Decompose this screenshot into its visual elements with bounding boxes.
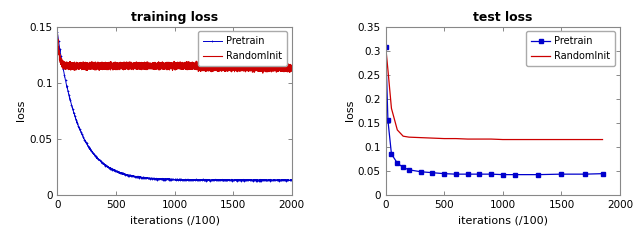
RandomInit <box>499 138 507 141</box>
Pretrain <box>281 178 289 181</box>
Pretrain <box>405 168 413 171</box>
Pretrain <box>238 179 246 182</box>
RandomInit <box>384 68 392 71</box>
RandomInit <box>281 69 289 72</box>
RandomInit <box>464 138 471 141</box>
Pretrain <box>429 171 436 174</box>
Pretrain <box>476 173 483 176</box>
Pretrain <box>281 179 289 182</box>
RandomInit <box>511 138 518 141</box>
Title: test loss: test loss <box>473 11 532 24</box>
Y-axis label: loss: loss <box>17 100 27 121</box>
Pretrain <box>223 180 231 183</box>
RandomInit <box>238 69 245 72</box>
RandomInit <box>167 68 175 70</box>
Pretrain <box>417 170 425 173</box>
X-axis label: iterations (/100): iterations (/100) <box>458 215 548 225</box>
Pretrain <box>558 173 565 176</box>
Pretrain <box>167 178 175 181</box>
RandomInit <box>281 64 289 67</box>
Pretrain <box>581 173 589 176</box>
Line: RandomInit: RandomInit <box>57 30 292 73</box>
RandomInit <box>429 137 436 140</box>
Pretrain <box>162 178 169 181</box>
Line: Pretrain: Pretrain <box>384 45 604 176</box>
RandomInit <box>162 67 169 70</box>
Pretrain <box>387 152 395 155</box>
Legend: Pretrain, RandomInit: Pretrain, RandomInit <box>198 31 287 66</box>
Pretrain <box>598 172 606 175</box>
RandomInit <box>394 129 401 131</box>
Pretrain <box>452 173 460 176</box>
Line: Pretrain: Pretrain <box>56 31 293 182</box>
RandomInit <box>66 67 73 70</box>
Y-axis label: loss: loss <box>345 100 355 121</box>
Pretrain <box>534 173 542 176</box>
RandomInit <box>534 138 542 141</box>
Pretrain <box>464 173 471 176</box>
X-axis label: iterations (/100): iterations (/100) <box>130 215 219 225</box>
Legend: Pretrain, RandomInit: Pretrain, RandomInit <box>526 31 615 66</box>
RandomInit <box>487 138 495 141</box>
Pretrain <box>382 45 389 48</box>
Pretrain <box>384 119 392 122</box>
RandomInit <box>288 68 296 71</box>
Title: training loss: training loss <box>131 11 218 24</box>
Pretrain <box>440 172 448 175</box>
RandomInit <box>259 72 266 75</box>
RandomInit <box>598 138 606 141</box>
Pretrain <box>487 173 495 176</box>
RandomInit <box>387 107 395 110</box>
RandomInit <box>399 135 407 138</box>
RandomInit <box>405 136 413 139</box>
RandomInit <box>382 45 389 48</box>
Pretrain <box>66 96 73 98</box>
Pretrain <box>499 173 507 176</box>
RandomInit <box>452 137 460 140</box>
RandomInit <box>476 138 483 141</box>
Pretrain <box>288 179 296 182</box>
RandomInit <box>417 136 425 139</box>
RandomInit <box>558 138 565 141</box>
Pretrain <box>399 166 407 169</box>
RandomInit <box>581 138 589 141</box>
Pretrain <box>511 173 518 176</box>
RandomInit <box>53 29 61 31</box>
Line: RandomInit: RandomInit <box>385 47 602 140</box>
Pretrain <box>53 31 61 34</box>
RandomInit <box>440 137 448 140</box>
Pretrain <box>394 162 401 165</box>
